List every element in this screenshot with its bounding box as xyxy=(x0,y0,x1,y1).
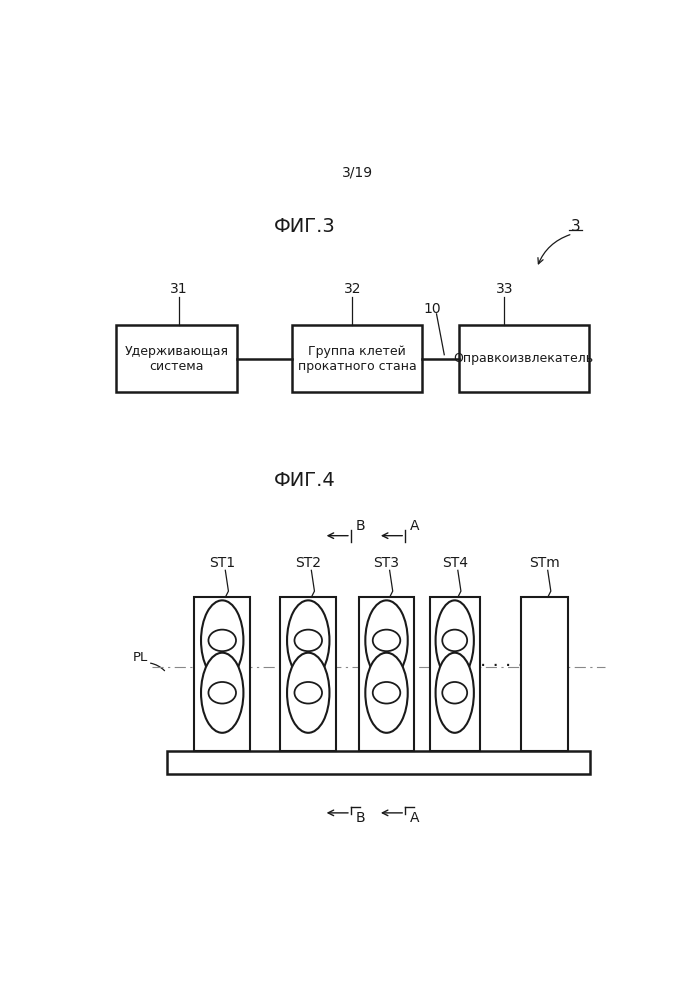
Ellipse shape xyxy=(208,682,236,703)
Ellipse shape xyxy=(435,652,474,733)
Ellipse shape xyxy=(366,600,408,680)
Text: 32: 32 xyxy=(344,283,361,297)
Text: ФИГ.4: ФИГ.4 xyxy=(273,471,336,490)
Ellipse shape xyxy=(442,629,467,651)
Text: ST4: ST4 xyxy=(442,555,468,569)
Text: ST1: ST1 xyxy=(209,555,236,569)
Text: STm: STm xyxy=(529,555,560,569)
Text: Оправкоизвлекатель: Оправкоизвлекатель xyxy=(454,352,593,365)
Bar xyxy=(430,597,480,751)
Bar xyxy=(117,325,236,393)
FancyArrowPatch shape xyxy=(150,663,164,670)
Bar xyxy=(459,325,589,393)
Bar xyxy=(194,597,250,751)
Ellipse shape xyxy=(435,600,474,680)
Text: Удерживающая
система: Удерживающая система xyxy=(124,345,229,373)
Text: Группа клетей
прокатного стана: Группа клетей прокатного стана xyxy=(298,345,417,373)
Text: B: B xyxy=(355,810,365,824)
Bar xyxy=(359,597,415,751)
Ellipse shape xyxy=(287,600,329,680)
Bar xyxy=(292,325,422,393)
Bar xyxy=(521,597,568,751)
Text: 3: 3 xyxy=(571,219,580,234)
Ellipse shape xyxy=(294,629,322,651)
Text: ST3: ST3 xyxy=(373,555,400,569)
Text: 3/19: 3/19 xyxy=(343,165,373,179)
Text: ФИГ.3: ФИГ.3 xyxy=(273,217,336,236)
Text: · · · ·: · · · · xyxy=(480,657,524,676)
Bar xyxy=(280,597,336,751)
Text: PL: PL xyxy=(132,650,147,664)
Bar xyxy=(167,751,589,774)
Ellipse shape xyxy=(208,629,236,651)
Text: 33: 33 xyxy=(496,283,513,297)
Text: 10: 10 xyxy=(424,302,442,316)
Ellipse shape xyxy=(294,682,322,703)
Ellipse shape xyxy=(442,682,467,703)
Text: 31: 31 xyxy=(170,283,187,297)
Ellipse shape xyxy=(201,652,243,733)
Ellipse shape xyxy=(373,682,401,703)
Ellipse shape xyxy=(373,629,401,651)
Ellipse shape xyxy=(201,600,243,680)
Text: A: A xyxy=(410,519,419,533)
FancyArrowPatch shape xyxy=(538,235,570,264)
Text: ST2: ST2 xyxy=(295,555,322,569)
Ellipse shape xyxy=(366,652,408,733)
Ellipse shape xyxy=(287,652,329,733)
Text: A: A xyxy=(410,810,419,824)
Text: B: B xyxy=(355,519,365,533)
